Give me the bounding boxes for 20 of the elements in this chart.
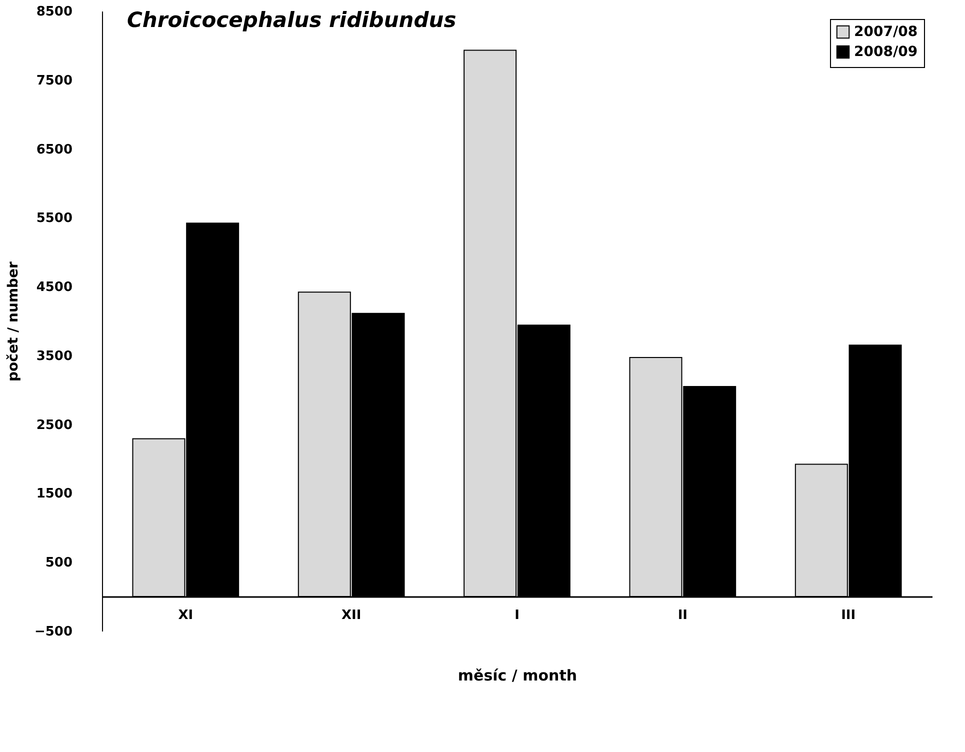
y-tick-label: 2500: [36, 418, 72, 433]
legend-label: 2008/09: [854, 44, 918, 60]
x-tick-label: II: [678, 608, 688, 624]
legend-label: 2007/08: [854, 24, 918, 40]
y-tick-label: 6500: [36, 142, 72, 158]
y-tick-label: 4500: [36, 280, 72, 296]
x-tick-label: XII: [341, 608, 362, 624]
x-tick-label: I: [514, 608, 520, 624]
x-tick-label: III: [841, 608, 856, 624]
y-axis-title: počet / number: [5, 261, 22, 382]
y-tick-label: 5500: [36, 211, 72, 226]
y-tick-label: 7500: [36, 73, 72, 88]
y-tick-label: 3500: [36, 348, 72, 364]
x-axis-title: měsíc / month: [458, 666, 578, 684]
y-tick-label: 1500: [36, 486, 72, 502]
y-tick-label: −500: [34, 624, 72, 640]
x-tick-label: XI: [178, 608, 194, 624]
y-tick-label: 8500: [36, 4, 72, 20]
y-tick-label: 500: [45, 556, 72, 571]
chart-title: Chroicocephalus ridibundus: [127, 8, 456, 32]
